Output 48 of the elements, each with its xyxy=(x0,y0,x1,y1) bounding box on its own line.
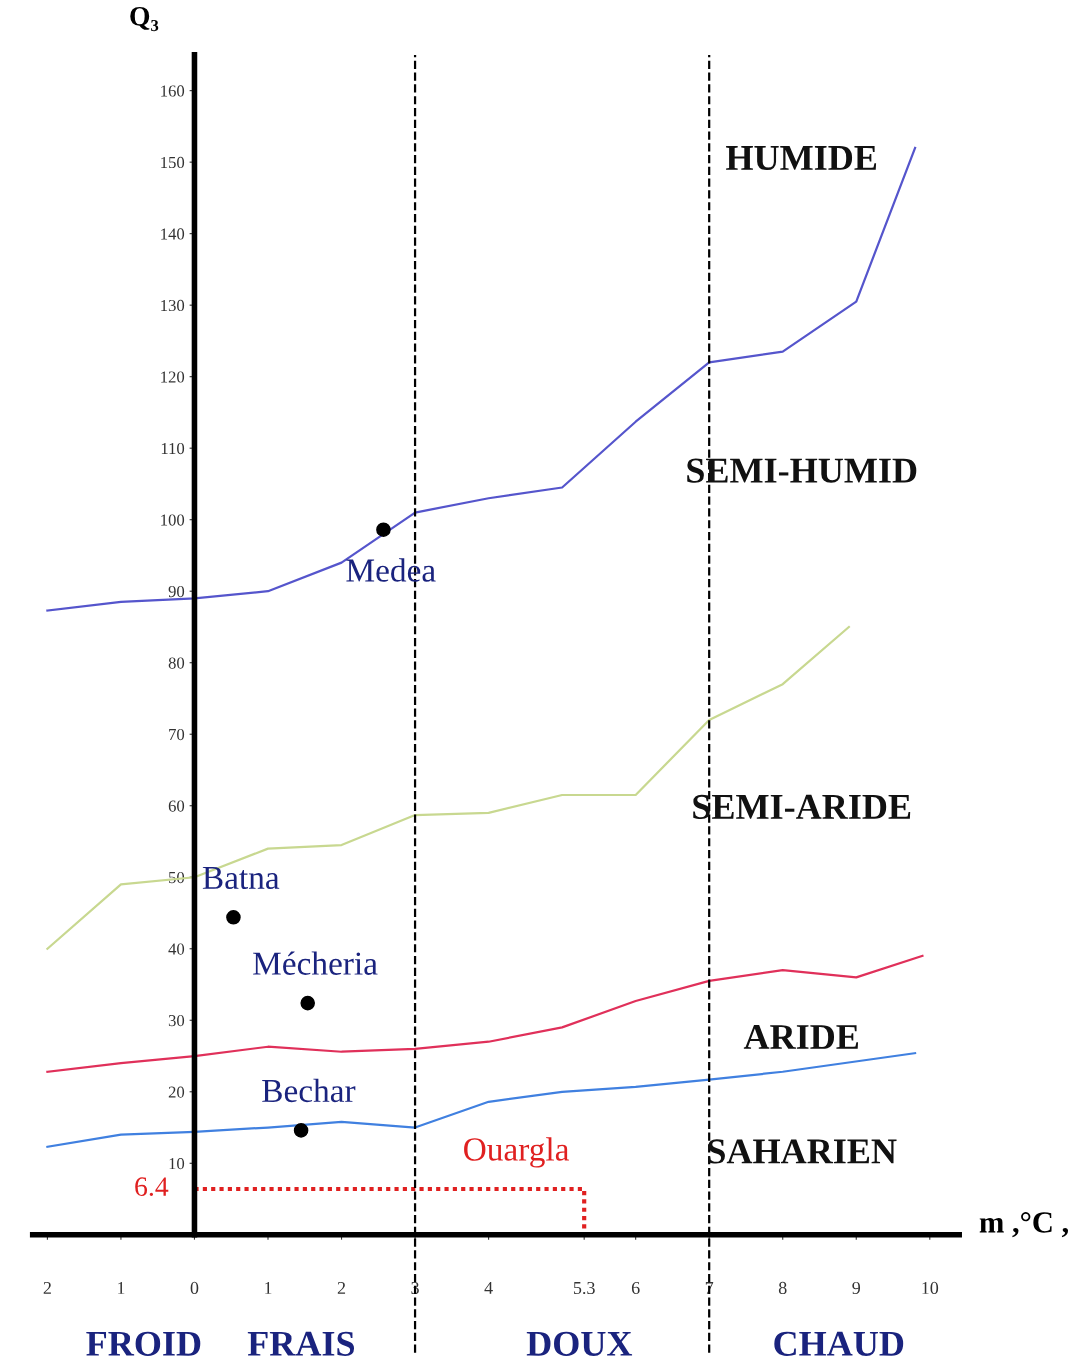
data-label: Batna xyxy=(202,866,280,890)
y-tick-label: 70 xyxy=(169,728,185,741)
y-tick-label: 90 xyxy=(168,585,185,598)
x-tick-label: 2 xyxy=(337,1281,346,1294)
series-label: Ouargla xyxy=(464,1137,570,1168)
y-tick-label: 140 xyxy=(161,228,185,240)
annotation: ARIDE xyxy=(743,1024,859,1049)
x-tick-label: 1 xyxy=(118,1281,125,1294)
annotation: SEMI-ARIDE xyxy=(693,794,911,820)
y-tick-label: 160 xyxy=(161,85,185,97)
text: DOUX xyxy=(526,1331,633,1356)
y-tick-label: 80 xyxy=(168,657,185,669)
y-tick-label: 60 xyxy=(168,800,185,812)
data-label: Mécheria xyxy=(253,951,378,975)
point xyxy=(226,910,241,925)
x-tick-label: 6 xyxy=(631,1281,640,1295)
y-tick-label: 40 xyxy=(168,943,185,955)
y-tick-label: 20 xyxy=(168,1086,185,1098)
line-series xyxy=(46,146,917,612)
text: FRAIS xyxy=(247,1331,355,1356)
text: CHAUD xyxy=(774,1331,904,1356)
y-tick-label: 150 xyxy=(161,156,185,169)
x-tick-label: 4 xyxy=(484,1281,493,1294)
x-tick-label: 5.3 xyxy=(573,1281,595,1295)
annotation: SEMI-HUMID xyxy=(687,458,917,483)
point xyxy=(293,1123,309,1138)
x-axis-title: m ,°C , xyxy=(979,1212,1069,1238)
data-label: Medea xyxy=(346,558,436,582)
x-tick-label: 1 xyxy=(265,1281,272,1294)
x-tick-label: 8 xyxy=(778,1281,787,1295)
text: FROID xyxy=(86,1331,201,1356)
annotation: SAHARIEN xyxy=(708,1139,897,1164)
y-tick-label: 120 xyxy=(161,371,185,383)
x-tick-label: 0 xyxy=(190,1281,199,1295)
x-tick-label: 10 xyxy=(922,1281,939,1295)
y-tick-label: 100 xyxy=(161,514,185,526)
annotation: HUMIDE xyxy=(726,146,877,171)
data-label: 6.4 xyxy=(135,1177,169,1197)
point xyxy=(376,522,391,537)
data-label: Bechar xyxy=(262,1078,356,1103)
y-tick-label: 110 xyxy=(161,442,185,455)
x-tick-label: 2 xyxy=(43,1281,51,1294)
y-tick-label: 130 xyxy=(161,299,185,312)
y-tick-label: 10 xyxy=(169,1157,185,1170)
y-axis-title: Q₃ xyxy=(130,6,159,32)
x-tick-label: 9 xyxy=(852,1281,861,1295)
point xyxy=(300,995,315,1011)
y-tick-label: 30 xyxy=(168,1014,185,1027)
